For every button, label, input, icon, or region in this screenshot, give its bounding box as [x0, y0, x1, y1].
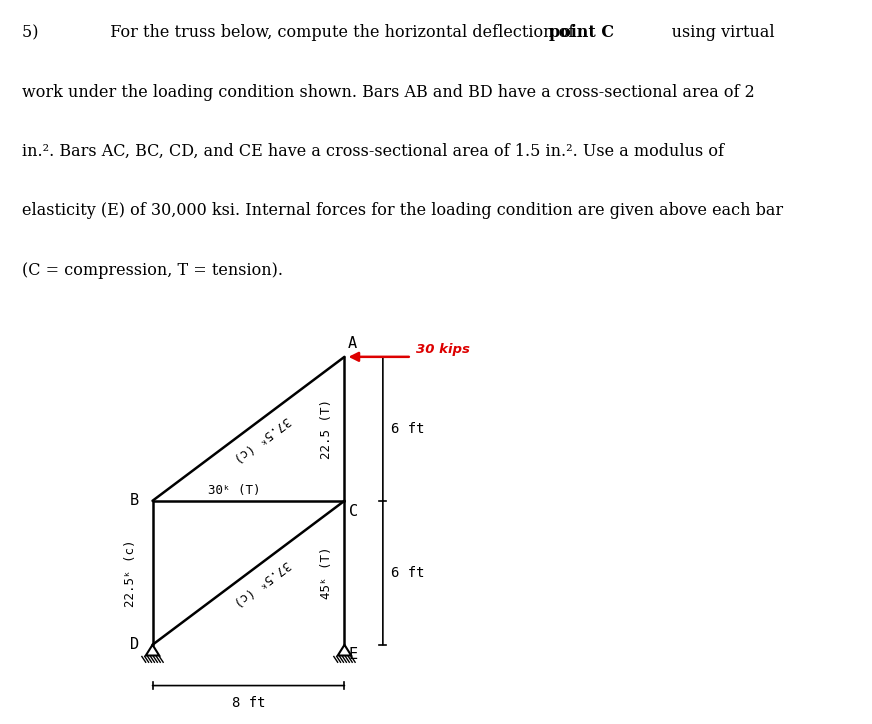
Text: A: A [348, 336, 358, 351]
Text: 37.5ᵏ (c): 37.5ᵏ (c) [231, 413, 293, 464]
Text: work under the loading condition shown. Bars AB and BD have a cross-sectional ar: work under the loading condition shown. … [22, 83, 754, 101]
Text: 30 kips: 30 kips [417, 342, 470, 355]
Text: 30ᵏ (T): 30ᵏ (T) [208, 484, 261, 497]
Text: (C = compression, T = tension).: (C = compression, T = tension). [22, 261, 283, 279]
Text: 5)              For the truss below, compute the horizontal deflection of       : 5) For the truss below, compute the hori… [22, 25, 774, 41]
Text: 22.5ᵏ (c): 22.5ᵏ (c) [125, 539, 138, 607]
Text: 6 ft: 6 ft [392, 565, 425, 580]
Text: 6 ft: 6 ft [392, 422, 425, 436]
Text: 37.5ᵏ (c): 37.5ᵏ (c) [231, 557, 293, 608]
Text: B: B [130, 493, 140, 508]
Text: point C: point C [549, 25, 615, 41]
Text: E: E [349, 647, 358, 662]
Text: 22.5 (T): 22.5 (T) [320, 399, 333, 459]
Text: 8 ft: 8 ft [232, 696, 265, 710]
Text: D: D [130, 637, 140, 652]
Text: elasticity (E) of 30,000 ksi. Internal forces for the loading condition are give: elasticity (E) of 30,000 ksi. Internal f… [22, 202, 783, 219]
Text: in.². Bars AC, BC, CD, and CE have a cross-sectional area of 1.5 in.². Use a mod: in.². Bars AC, BC, CD, and CE have a cro… [22, 143, 724, 160]
Text: 45ᵏ (T): 45ᵏ (T) [320, 547, 333, 599]
Text: C: C [349, 504, 358, 518]
